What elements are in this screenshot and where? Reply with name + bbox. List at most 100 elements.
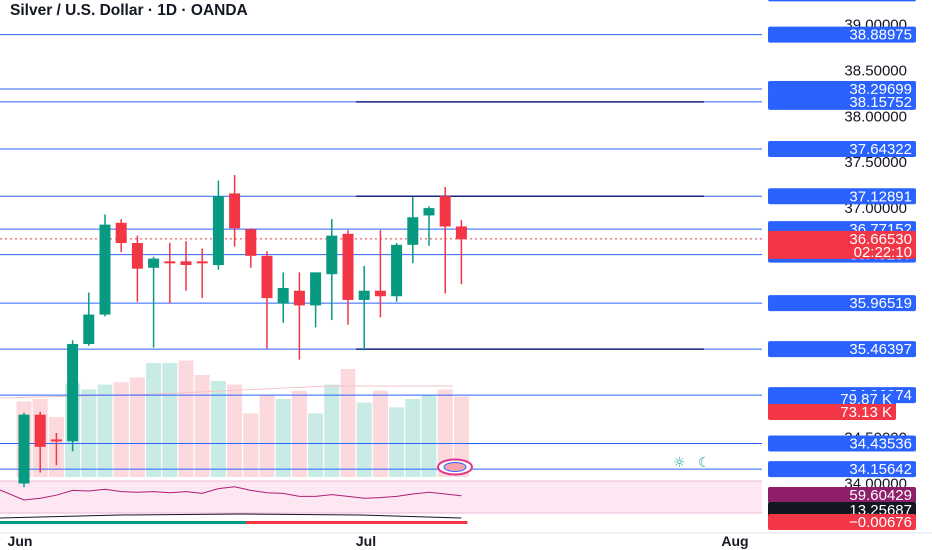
candle-body: [131, 242, 143, 269]
level-price-label-background: [768, 0, 916, 2]
countdown-label: 02:22:10: [854, 244, 912, 261]
level-price-label-background: [768, 26, 916, 43]
volume-bar: [372, 390, 388, 477]
volume-bar: [291, 390, 307, 477]
volume-bar: [194, 375, 210, 477]
level-price-label-background: [768, 188, 916, 205]
current-price-label: 36.66530: [849, 231, 912, 248]
candle-body: [310, 272, 322, 306]
candle-body: [83, 314, 95, 344]
candle-body: [326, 235, 338, 275]
volume-bar: [324, 384, 340, 477]
volume-bar: [81, 389, 97, 477]
candles: [18, 175, 467, 488]
candle-body: [115, 222, 127, 243]
candle-body: [293, 290, 305, 306]
level-price-label: 34.15642: [849, 461, 912, 478]
volume-bar: [129, 377, 145, 477]
volume-bar: [275, 399, 291, 477]
level-price-label: 38.15752: [849, 94, 912, 111]
level-price-label-background: [768, 341, 916, 358]
current-price-label-background: [768, 230, 916, 259]
us-flag-icon: [443, 462, 467, 472]
price-tick-label: 38.50000: [844, 62, 907, 79]
candle-body: [50, 439, 62, 442]
time-tick-label: Jul: [356, 533, 376, 549]
candle-body: [164, 261, 176, 264]
candle-body: [358, 290, 370, 300]
level-price-label: 39.33867: [849, 0, 912, 2]
horizontal-rays: [356, 101, 704, 350]
level-price-label-background: [768, 461, 916, 478]
volume-bar: [113, 382, 129, 477]
price-tick-label: 37.50000: [844, 154, 907, 171]
macd-line: [0, 513, 462, 519]
candle-body: [229, 193, 241, 229]
volume-up-label-background: [768, 391, 896, 407]
candle-body: [196, 261, 208, 264]
time-axis[interactable]: Jun Jul Aug: [0, 532, 932, 549]
time-tick-label: Jun: [8, 533, 33, 549]
volume-bar: [97, 384, 113, 477]
time-tick-label: Aug: [721, 533, 748, 549]
volume-bar: [308, 413, 324, 477]
price-tick-label: 38.00000: [844, 108, 907, 125]
candle-body: [342, 233, 354, 300]
volume-bar: [210, 381, 226, 477]
candle-body: [423, 208, 435, 216]
level-price-label: 37.12891: [849, 188, 912, 205]
rsi-value-label: 59.60429: [849, 487, 912, 504]
candle-body: [391, 244, 403, 297]
volume-bar: [421, 395, 437, 477]
level-price-label: 38.29699: [849, 81, 912, 98]
volume-down-label: 73.13 K: [840, 404, 892, 421]
volume-bar: [405, 399, 421, 477]
candle-body: [67, 343, 79, 442]
volume-bar: [227, 384, 243, 477]
price-scale-background: [762, 0, 932, 533]
level-price-label: 35.96519: [849, 295, 912, 312]
rsi-line: [0, 486, 462, 501]
candle-body: [34, 414, 46, 447]
chart-icons: ☼ ☾: [437, 455, 711, 476]
rsi-value-label-background: [768, 487, 916, 503]
level-price-label-background: [768, 435, 916, 452]
candle-body: [148, 258, 160, 268]
candle-body: [374, 290, 386, 297]
histogram-negative: [246, 521, 468, 524]
price-tick-label: 37.00000: [844, 200, 907, 217]
candle-body: [99, 224, 111, 315]
candle-body: [407, 217, 419, 245]
candle-body: [180, 261, 192, 266]
volume-bar: [356, 402, 372, 477]
level-price-label-background: [768, 93, 916, 110]
candle-body: [18, 414, 30, 484]
chart-title: Silver / U.S. Dollar · 1D · OANDA: [10, 2, 248, 19]
volume-ma-line: [0, 385, 453, 399]
volume-bar: [178, 360, 194, 477]
volume-bar: [437, 389, 453, 477]
volume-bar: [146, 363, 162, 477]
volume-up-label: 79.87 K: [840, 391, 892, 408]
candle-body: [261, 255, 273, 299]
price-scale[interactable]: 39.0000038.5000038.0000037.5000037.00000…: [762, 0, 932, 533]
level-price-label-background: [768, 81, 916, 98]
volume-bar: [453, 396, 469, 477]
histogram-value-label-background: [768, 514, 916, 530]
volume-bar: [340, 369, 356, 477]
candle-body: [439, 196, 451, 227]
volume-bar: [243, 413, 259, 477]
indicators: [0, 486, 468, 524]
histogram-value-label: −0.00676: [849, 514, 912, 531]
volume-bar: [259, 395, 275, 477]
moon-icon: ☾: [698, 455, 711, 471]
volume-down-label-background: [768, 404, 896, 420]
rsi-pane-band: [0, 481, 762, 513]
level-price-label: 34.43536: [849, 436, 912, 453]
level-price-label: 37.64322: [849, 141, 912, 158]
volume-bar: [389, 407, 405, 477]
candle-body: [245, 229, 257, 256]
level-price-label: 38.88975: [849, 27, 912, 44]
volume-bar: [162, 363, 178, 477]
